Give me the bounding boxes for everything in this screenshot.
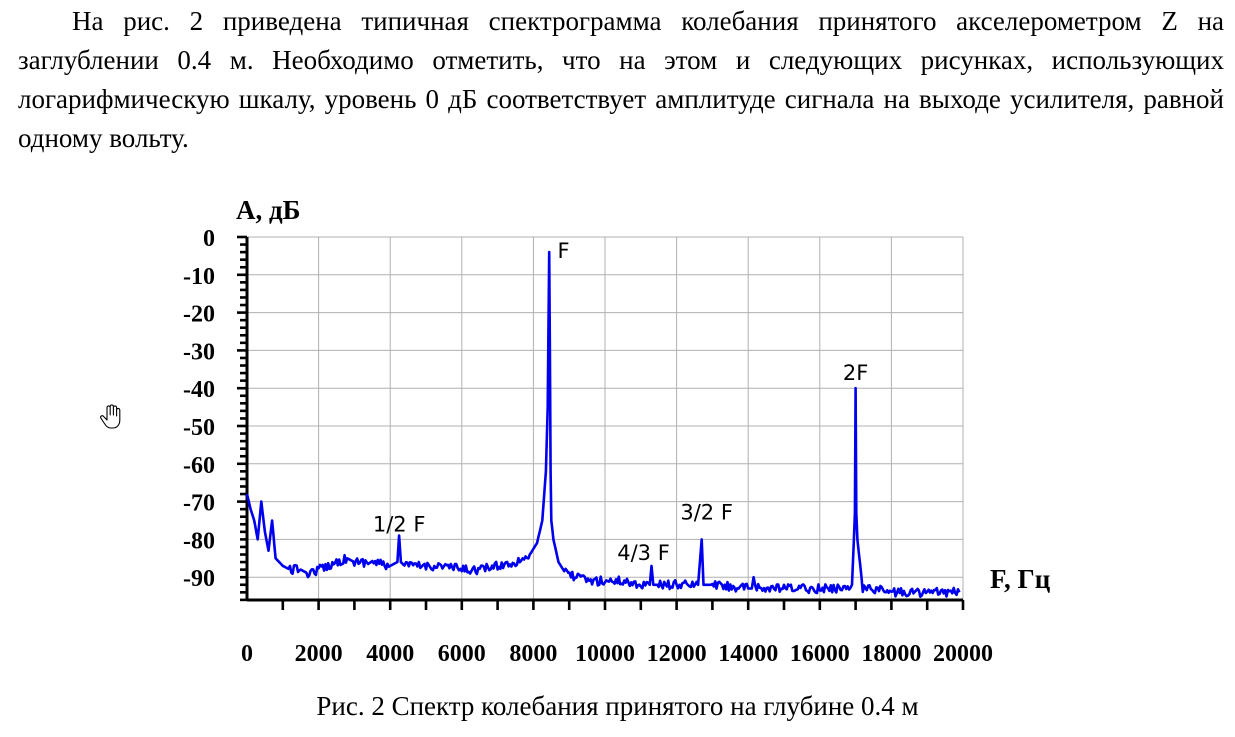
x-tick-label: 20000 <box>933 641 993 667</box>
annotation-label: F <box>558 239 570 263</box>
x-tick-label: 2000 <box>295 641 343 667</box>
y-tick-labels: 0 -10 -20 -30 -40 -50 -60 -70 -80 -90 <box>183 226 215 592</box>
x-tick-label: 4000 <box>366 641 414 667</box>
chart-ticks <box>237 235 965 610</box>
x-tick-label: 14000 <box>718 641 778 667</box>
annotation-label: 1/2 F <box>373 513 426 537</box>
y-tick-label: -30 <box>183 339 215 365</box>
y-tick-label: -50 <box>183 415 215 441</box>
y-tick-label: -90 <box>183 566 215 592</box>
x-tick-label: 0 <box>241 641 253 667</box>
x-tick-labels: 0 2000 4000 6000 8000 10000 12000 14000 16000 180… <box>241 641 993 667</box>
annotation-label: 2F <box>843 361 868 385</box>
x-tick-label: 8000 <box>509 641 557 667</box>
series-line <box>245 250 961 598</box>
x-tick-label: 12000 <box>647 641 707 667</box>
x-tick-label: 16000 <box>790 641 850 667</box>
y-tick-label: -70 <box>183 491 215 517</box>
spectrum-chart: 0 -10 -20 -30 -40 -50 -60 -70 -80 -90 0 2000 4000 60… <box>183 195 1051 667</box>
y-tick-label: -80 <box>183 528 215 554</box>
y-axis-label: А, дБ <box>236 195 301 225</box>
y-tick-label: -10 <box>183 264 215 290</box>
y-tick-label: 0 <box>203 226 215 252</box>
annotation-label: 3/2 F <box>680 500 733 524</box>
x-tick-label: 18000 <box>861 641 921 667</box>
y-tick-label: -20 <box>183 302 215 328</box>
hand-pointer-icon <box>100 404 122 435</box>
x-tick-label: 6000 <box>438 641 486 667</box>
paragraph-text: На рис. 2 приведена типичная спектрограм… <box>18 6 1224 153</box>
body-paragraph: На рис. 2 приведена типичная спектрограм… <box>18 2 1224 158</box>
y-tick-label: -40 <box>183 377 215 403</box>
x-tick-label: 10000 <box>575 641 635 667</box>
annotation-label: 4/3 F <box>617 541 670 565</box>
y-tick-label: -60 <box>183 453 215 479</box>
x-axis-label: F, Гц <box>990 564 1051 594</box>
figure-caption: Рис. 2 Спектр колебания принятого на глу… <box>316 691 919 721</box>
peak-annotations: F 1/2 F 4/3 F 3/2 F 2F <box>373 239 868 565</box>
chart-grid <box>247 236 964 600</box>
